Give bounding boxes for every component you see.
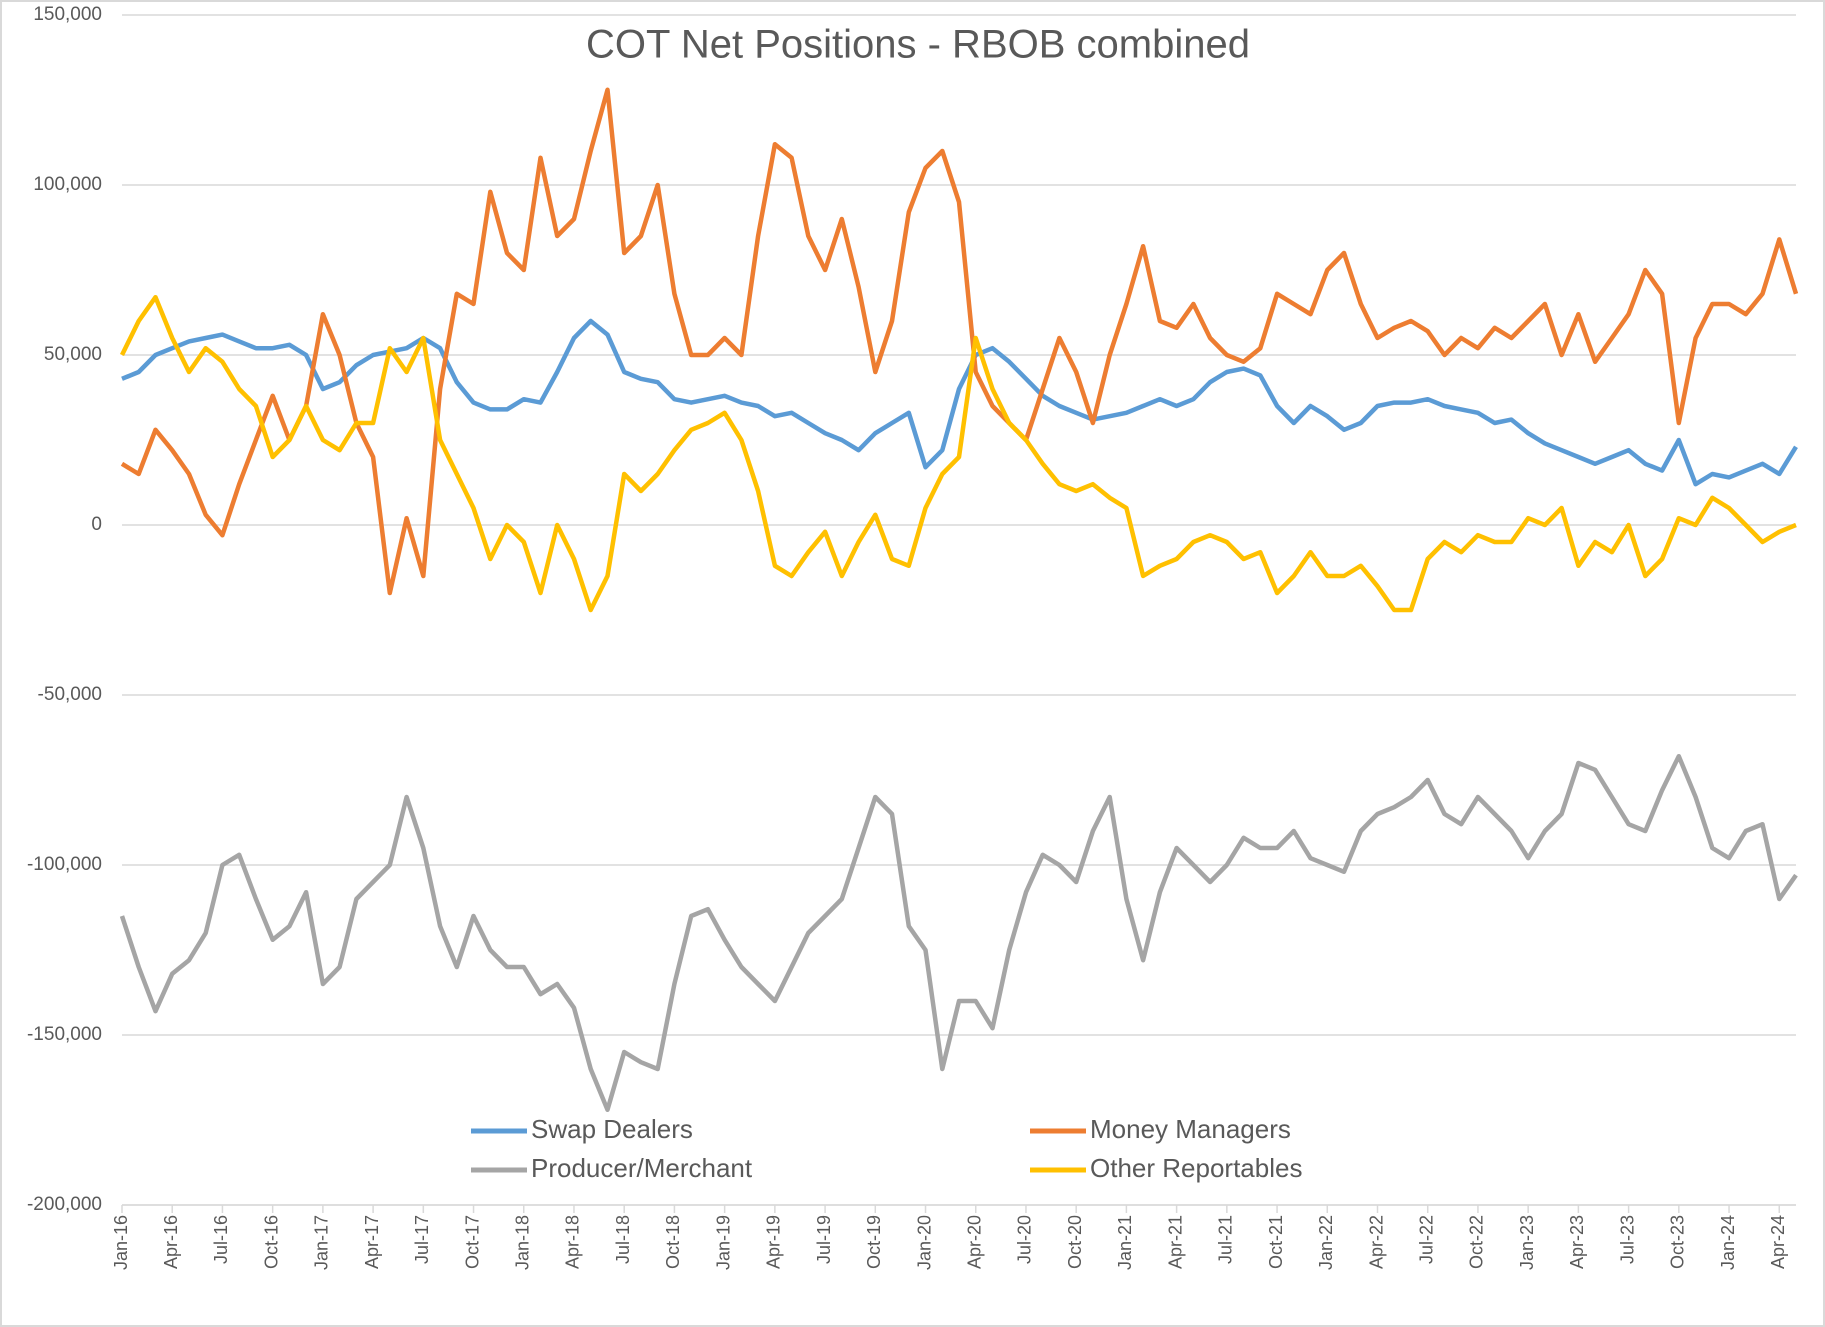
x-tick-label: Jul-17 <box>412 1215 432 1264</box>
x-tick-label: Apr-22 <box>1366 1215 1386 1269</box>
x-tick-label: Apr-17 <box>362 1215 382 1269</box>
x-tick-label: Oct-16 <box>261 1215 281 1269</box>
x-tick-label: Jan-17 <box>312 1215 332 1270</box>
y-tick-label: -150,000 <box>27 1024 102 1045</box>
x-tick-label: Jul-21 <box>1216 1215 1236 1264</box>
x-tick-label: Apr-18 <box>563 1215 583 1269</box>
x-tick-label: Oct-21 <box>1266 1215 1286 1269</box>
y-tick-label: 0 <box>91 514 102 535</box>
x-tick-label: Jan-18 <box>513 1215 533 1270</box>
x-tick-label: Oct-17 <box>462 1215 482 1269</box>
series-line <box>121 318 1798 487</box>
legend-label: Producer/Merchant <box>531 1153 753 1183</box>
legend-label: Money Managers <box>1090 1114 1291 1144</box>
x-tick-label: Apr-16 <box>161 1215 181 1269</box>
x-tick-label: Jul-16 <box>211 1215 231 1264</box>
x-tick-label: Apr-20 <box>964 1215 984 1269</box>
x-tick-label: Jan-22 <box>1316 1215 1336 1270</box>
chart-title: COT Net Positions - RBOB combined <box>586 23 1250 67</box>
x-tick-label: Jan-19 <box>713 1215 733 1270</box>
y-tick-label: -50,000 <box>38 684 102 705</box>
x-tick-label: Jan-20 <box>914 1215 934 1270</box>
x-tick-label: Oct-19 <box>864 1215 884 1269</box>
x-tick-label: Jan-16 <box>111 1215 131 1270</box>
x-tick-label: Apr-19 <box>764 1215 784 1269</box>
x-tick-label: Oct-20 <box>1065 1215 1085 1269</box>
x-tick-label: Jul-18 <box>613 1215 633 1264</box>
series-line <box>119 294 1797 613</box>
x-tick-label: Jul-23 <box>1617 1215 1637 1264</box>
legend-label: Swap Dealers <box>531 1114 693 1144</box>
x-tick-label: Jul-20 <box>1015 1215 1035 1264</box>
x-tick-label: Jan-24 <box>1718 1215 1738 1270</box>
x-tick-label: Apr-23 <box>1567 1215 1587 1269</box>
x-tick-label: Jan-21 <box>1115 1215 1135 1270</box>
series-line <box>120 87 1799 596</box>
legend-label: Other Reportables <box>1090 1153 1302 1183</box>
x-tick-label: Oct-18 <box>663 1215 683 1269</box>
x-tick-label: Oct-22 <box>1467 1215 1487 1269</box>
x-tick-label: Jul-22 <box>1416 1215 1436 1264</box>
y-tick-label: -100,000 <box>27 854 102 875</box>
y-tick-label: -200,000 <box>27 1194 102 1215</box>
x-tick-label: Oct-23 <box>1668 1215 1688 1269</box>
series-line <box>119 753 1798 1113</box>
x-tick-label: Apr-21 <box>1165 1215 1185 1269</box>
y-tick-label: 150,000 <box>33 4 102 25</box>
y-tick-label: 100,000 <box>33 174 102 195</box>
x-tick-label: Jul-19 <box>814 1215 834 1264</box>
y-tick-label: 50,000 <box>44 344 102 365</box>
x-tick-label: Jan-23 <box>1517 1215 1537 1270</box>
x-tick-label: Apr-24 <box>1768 1215 1788 1269</box>
